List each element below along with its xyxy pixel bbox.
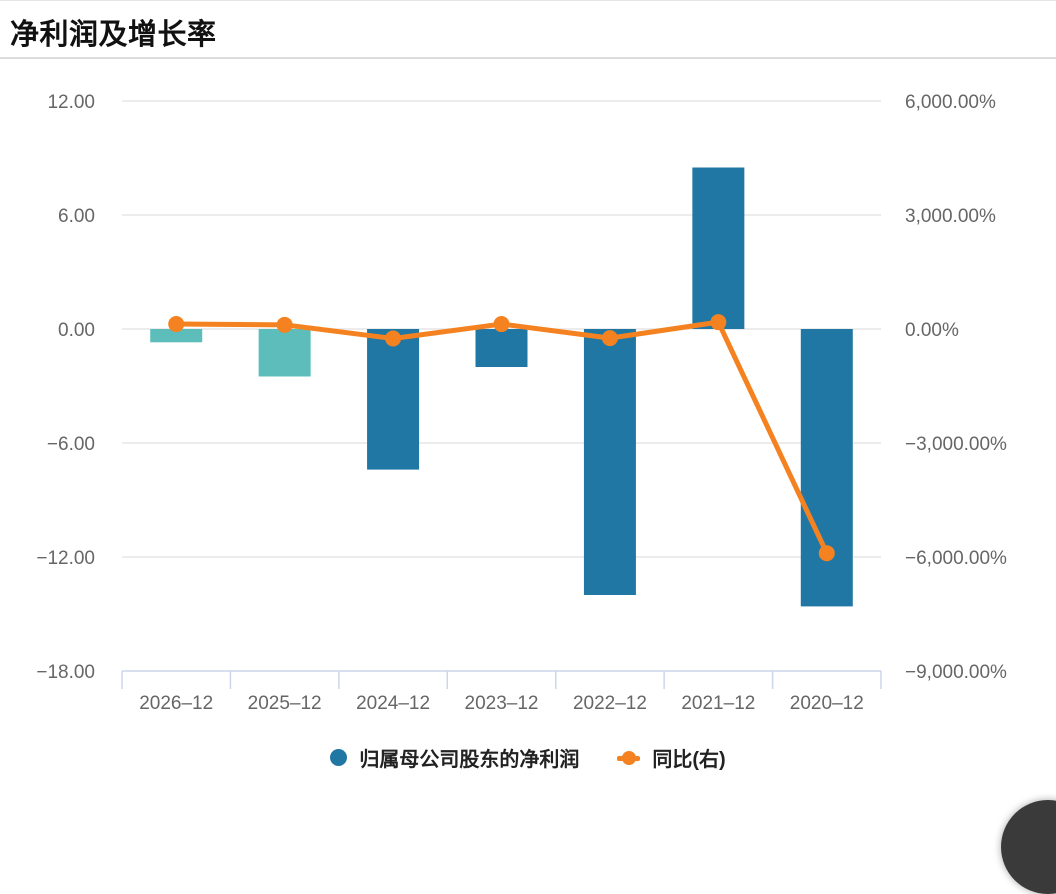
x-axis-label: 2025–12 [248, 693, 322, 714]
bar-series-icon [330, 749, 348, 766]
growth-point-2021–12[interactable] [710, 314, 727, 331]
right-axis-label: −3,000.00% [905, 434, 1007, 455]
chart-plot-area: 12.00 6,000.00% 6.00 3,000.00% 0.00 0.00% −6.0… [36, 92, 1007, 714]
left-axis-label: −18.00 [36, 662, 95, 683]
growth-point-2022–12[interactable] [601, 330, 618, 347]
bar-2026–12[interactable] [150, 329, 203, 343]
page-title: 净利润及增长率 [10, 19, 217, 51]
legend-label-yoy: 同比(右) [652, 749, 726, 771]
x-axis-label: 2022–12 [573, 693, 647, 714]
legend-label-net-profit: 归属母公司股东的净利润 [359, 749, 580, 771]
right-axis-label: −9,000.00% [905, 662, 1007, 683]
left-axis-label: 12.00 [47, 92, 95, 113]
growth-point-2024–12[interactable] [385, 330, 402, 347]
bar-2025–12[interactable] [258, 329, 311, 377]
growth-point-2025–12[interactable] [276, 316, 293, 333]
bar-2024–12[interactable] [367, 329, 420, 470]
floating-corner-button[interactable] [1001, 800, 1056, 894]
x-axis-label: 2021–12 [681, 693, 755, 714]
bar-2022–12[interactable] [583, 329, 636, 595]
right-axis-label: 3,000.00% [905, 206, 996, 227]
header-divider [0, 57, 1056, 59]
line-series-icon [617, 750, 641, 765]
x-axis-label: 2024–12 [356, 693, 430, 714]
growth-point-2026–12[interactable] [168, 316, 185, 333]
bar-2023–12[interactable] [475, 329, 528, 367]
x-axis-label: 2023–12 [465, 693, 539, 714]
bar-2021–12[interactable] [692, 167, 745, 330]
growth-point-2023–12[interactable] [493, 316, 510, 333]
left-axis-label: −12.00 [36, 548, 95, 569]
right-axis-label: −6,000.00% [905, 548, 1007, 569]
chart-header: 净利润及增长率 [10, 11, 217, 53]
left-axis-label: −6.00 [47, 434, 95, 455]
line-series-dot-icon [622, 750, 637, 765]
x-axis-label: 2026–12 [139, 693, 213, 714]
growth-point-2020–12[interactable] [818, 545, 835, 562]
left-axis-label: 0.00 [58, 320, 95, 341]
right-axis-label: 6,000.00% [905, 92, 996, 113]
bar-2020–12[interactable] [800, 329, 853, 607]
x-axis-label: 2020–12 [790, 693, 864, 714]
legend: 归属母公司股东的净利润 同比(右) [0, 743, 1056, 772]
left-axis-label: 6.00 [58, 206, 95, 227]
legend-item-net-profit[interactable]: 归属母公司股东的净利润 [330, 743, 579, 772]
legend-item-yoy[interactable]: 同比(右) [617, 743, 726, 772]
right-axis-label: 0.00% [905, 320, 959, 341]
